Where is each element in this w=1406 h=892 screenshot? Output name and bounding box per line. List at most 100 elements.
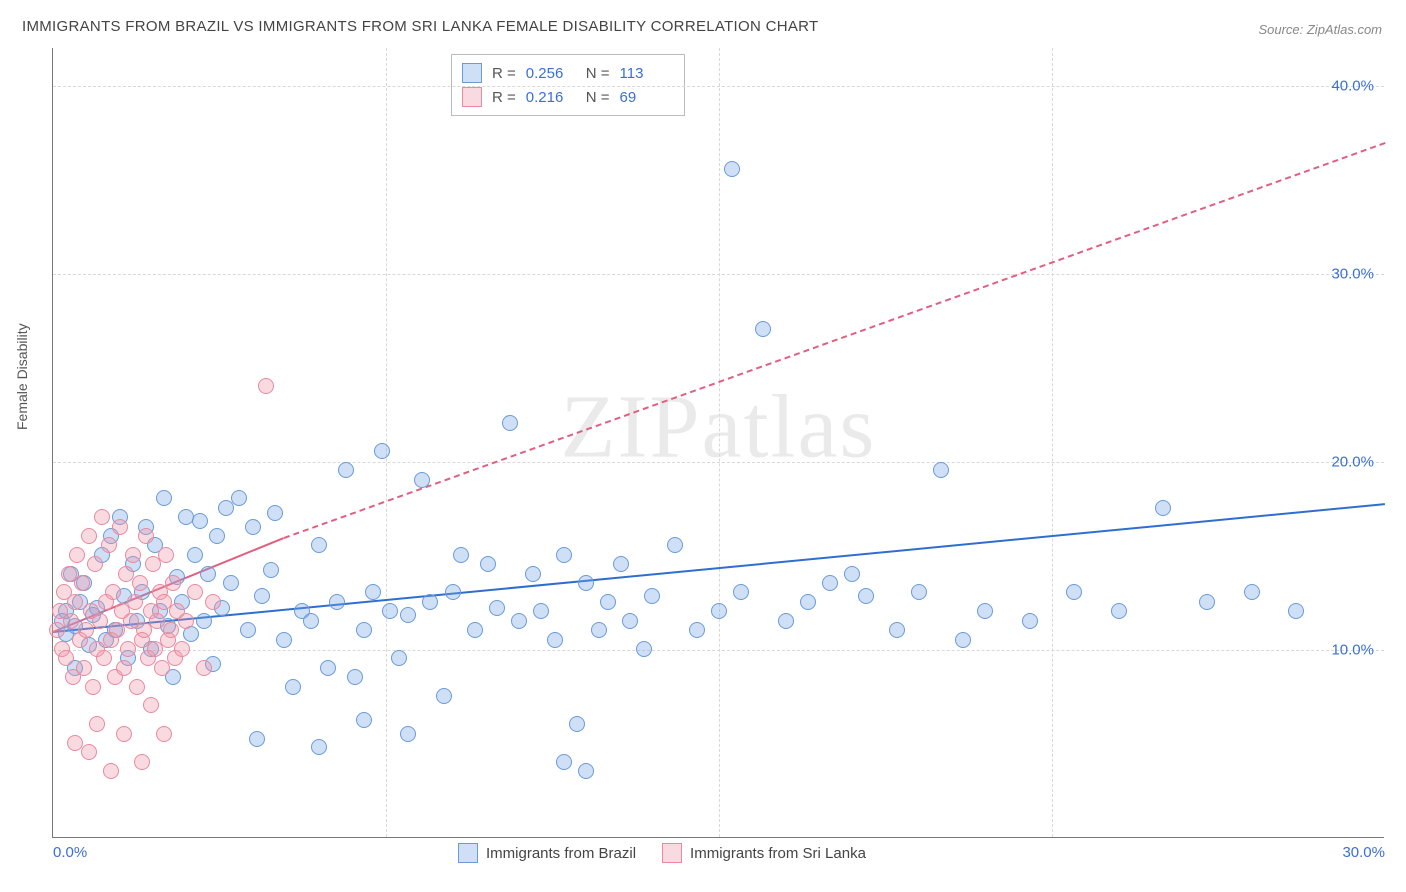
data-point	[231, 490, 247, 506]
data-point	[138, 528, 154, 544]
legend-label: Immigrants from Brazil	[486, 845, 636, 862]
data-point	[63, 613, 79, 629]
data-point	[391, 650, 407, 666]
data-point	[1111, 603, 1127, 619]
data-point	[134, 754, 150, 770]
data-point	[1155, 500, 1171, 516]
data-point	[636, 641, 652, 657]
data-point	[249, 731, 265, 747]
data-point	[303, 613, 319, 629]
data-point	[689, 622, 705, 638]
data-point	[85, 679, 101, 695]
data-point	[778, 613, 794, 629]
data-point	[156, 490, 172, 506]
data-point	[889, 622, 905, 638]
data-point	[569, 716, 585, 732]
data-point	[200, 566, 216, 582]
trend-line	[284, 142, 1386, 539]
data-point	[445, 584, 461, 600]
data-point	[156, 726, 172, 742]
data-point	[263, 562, 279, 578]
data-point	[591, 622, 607, 638]
data-point	[254, 588, 270, 604]
y-tick-label: 20.0%	[1331, 453, 1374, 470]
r-value: 0.216	[526, 89, 576, 106]
data-point	[489, 600, 505, 616]
data-point	[977, 603, 993, 619]
data-point	[276, 632, 292, 648]
data-point	[116, 726, 132, 742]
data-point	[329, 594, 345, 610]
data-point	[356, 622, 372, 638]
legend-label: Immigrants from Sri Lanka	[690, 845, 866, 862]
data-point	[556, 547, 572, 563]
series-swatch	[462, 87, 482, 107]
r-label: R =	[492, 89, 516, 106]
data-point	[311, 537, 327, 553]
data-point	[547, 632, 563, 648]
r-value: 0.256	[526, 65, 576, 82]
data-point	[338, 462, 354, 478]
data-point	[116, 660, 132, 676]
data-point	[1199, 594, 1215, 610]
data-point	[58, 650, 74, 666]
x-tick-label: 30.0%	[1342, 844, 1385, 861]
data-point	[187, 584, 203, 600]
data-point	[724, 161, 740, 177]
info-row: R =0.256N =113	[462, 61, 670, 85]
data-point	[192, 513, 208, 529]
data-point	[1244, 584, 1260, 600]
data-point	[67, 594, 83, 610]
data-point	[422, 594, 438, 610]
data-point	[205, 594, 221, 610]
n-value: 113	[620, 65, 670, 82]
data-point	[1066, 584, 1082, 600]
data-point	[480, 556, 496, 572]
data-point	[132, 575, 148, 591]
data-point	[94, 509, 110, 525]
data-point	[511, 613, 527, 629]
data-point	[87, 556, 103, 572]
data-point	[613, 556, 629, 572]
y-tick-label: 10.0%	[1331, 641, 1374, 658]
data-point	[165, 575, 181, 591]
data-point	[800, 594, 816, 610]
n-label: N =	[586, 65, 610, 82]
data-point	[81, 744, 97, 760]
data-point	[209, 528, 225, 544]
data-point	[105, 584, 121, 600]
data-point	[453, 547, 469, 563]
data-point	[143, 697, 159, 713]
data-point	[196, 613, 212, 629]
data-point	[178, 613, 194, 629]
data-point	[187, 547, 203, 563]
data-point	[101, 537, 117, 553]
source-attribution: Source: ZipAtlas.com	[1258, 22, 1382, 37]
data-point	[158, 547, 174, 563]
data-point	[112, 519, 128, 535]
series-swatch	[462, 63, 482, 83]
data-point	[223, 575, 239, 591]
data-point	[844, 566, 860, 582]
data-point	[258, 378, 274, 394]
data-point	[1288, 603, 1304, 619]
legend-item: Immigrants from Brazil	[458, 843, 636, 863]
data-point	[69, 547, 85, 563]
data-point	[382, 603, 398, 619]
series-legend: Immigrants from Brazil Immigrants from Sr…	[458, 843, 866, 863]
data-point	[711, 603, 727, 619]
n-label: N =	[586, 89, 610, 106]
data-point	[267, 505, 283, 521]
data-point	[374, 443, 390, 459]
data-point	[1022, 613, 1038, 629]
y-axis-label: Female Disability	[14, 323, 30, 430]
data-point	[196, 660, 212, 676]
data-point	[600, 594, 616, 610]
data-point	[311, 739, 327, 755]
data-point	[240, 622, 256, 638]
data-point	[127, 594, 143, 610]
info-row: R =0.216N =69	[462, 85, 670, 109]
data-point	[414, 472, 430, 488]
data-point	[92, 613, 108, 629]
data-point	[125, 547, 141, 563]
